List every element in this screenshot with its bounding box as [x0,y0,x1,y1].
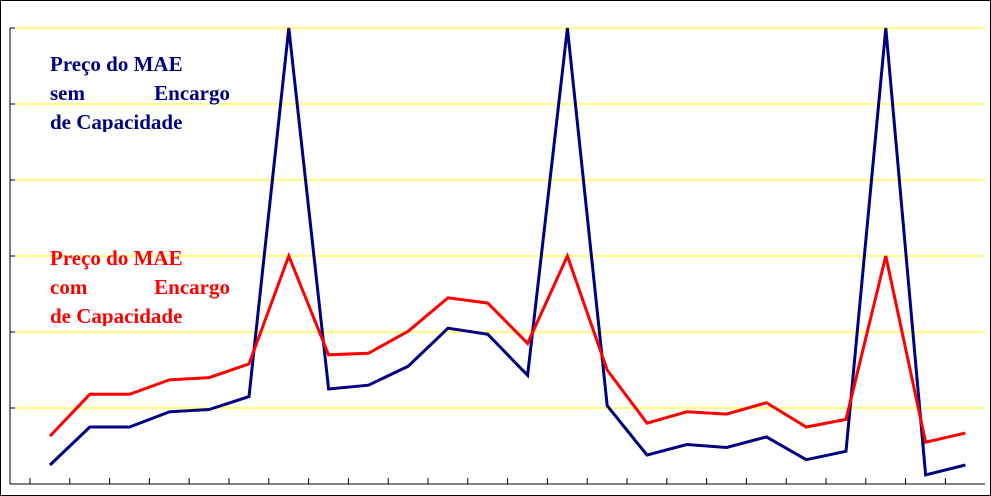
series-label-blue: Preço do MAE sem Encargo de Capacidade [50,50,230,132]
series-label-red-word-encargo: Encargo [154,275,230,299]
series-line-com-encargo [48,251,966,445]
series-label-red-line3: de Capacidade [50,304,183,326]
series-label-blue-word-sem: sem [50,81,85,105]
series-label-blue-line1: Preço do MAE [50,52,183,76]
series-label-blue-word-encargo: Encargo [154,81,230,105]
series-label-blue-line2: sem Encargo [50,79,230,108]
series-line-sem-encargo [48,27,966,477]
series-label-red: Preço do MAE com Encargo de Capacidade [50,244,230,326]
series-label-red-line1: Preço do MAE [50,246,183,270]
series-label-red-word-com: com [50,275,88,299]
series-label-red-line2: com Encargo [50,273,230,302]
series-label-blue-line3: de Capacidade [50,110,183,132]
